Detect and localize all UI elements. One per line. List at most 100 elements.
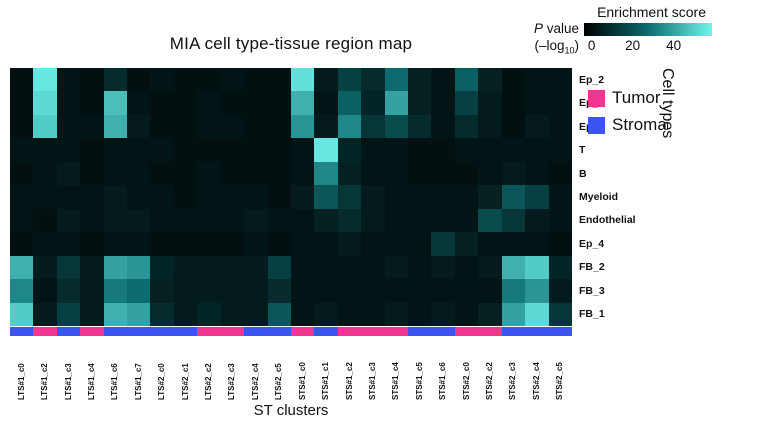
heatmap-cell: [337, 255, 362, 280]
heatmap-cell: [244, 161, 268, 186]
heatmap-cell: [173, 185, 198, 209]
tumor-label: Tumor: [612, 88, 661, 107]
heatmap-cell: [80, 91, 104, 115]
heatmap-cell: [173, 68, 198, 92]
heatmap-cell: [267, 138, 291, 162]
heatmap-cell: [361, 68, 385, 92]
region-segment-tumor: [361, 327, 385, 336]
figure-title: MIA cell type-tissue region map: [169, 34, 413, 53]
region-segment-stroma: [173, 327, 198, 336]
heatmap-cell: [103, 255, 128, 280]
heatmap-cell: [501, 255, 526, 280]
heatmap-cell: [10, 255, 34, 280]
heatmap-cell: [337, 138, 362, 162]
heatmap-cell: [408, 185, 432, 209]
heatmap-cell: [314, 279, 338, 303]
column-labels: LTS#1_c0 LTS#1_c2 LTS#1_c3 LTS#1_c4 LTS#1_c6…: [10, 338, 572, 400]
heatmap-cell: [150, 255, 174, 280]
heatmap-cell: [80, 68, 104, 92]
heatmap-cell: [220, 68, 245, 92]
p-value-rest: value: [542, 21, 579, 36]
heatmap-cell: [56, 208, 81, 233]
heatmap-cell: [431, 68, 455, 92]
heatmap-cell: [127, 91, 151, 115]
heatmap-cell: [244, 255, 268, 280]
heatmap-cell: [501, 302, 526, 326]
heatmap-cell: [197, 208, 221, 233]
heatmap-cell: [150, 161, 174, 186]
col-label: STS#1_c4: [391, 362, 401, 400]
heatmap-cell: [267, 279, 291, 303]
heatmap-cell: [290, 138, 315, 162]
heatmap-cell: [220, 255, 245, 280]
heatmap-cell: [431, 208, 455, 233]
heatmap-cell: [431, 255, 455, 280]
heatmap-cell: [244, 91, 268, 115]
tumor-swatch: [588, 89, 605, 107]
heatmap-cell: [431, 279, 455, 303]
region-segment-tumor: [478, 327, 502, 336]
p-value-italic: P: [533, 21, 543, 36]
heatmap-cell: [525, 114, 549, 139]
heatmap-cell: [501, 208, 526, 233]
heatmap-cell: [454, 208, 479, 233]
heatmap-cell: [361, 185, 385, 209]
heatmap-cell: [337, 185, 362, 209]
col-label: STS#2_c4: [531, 362, 541, 400]
heatmap-cell: [10, 232, 34, 256]
heatmap-cell: [337, 279, 362, 303]
heatmap-cell: [454, 232, 479, 256]
stroma-swatch: [588, 116, 605, 134]
heatmap-cell: [337, 302, 362, 326]
heatmap-cell: [220, 161, 245, 186]
heatmap-cell: [408, 255, 432, 280]
heatmap-cell: [408, 302, 432, 326]
heatmap-cell: [408, 208, 432, 233]
row-label: Myeloid: [579, 190, 619, 203]
heatmap-cell: [384, 255, 409, 280]
col-label: LTS#2_c2: [204, 363, 214, 400]
heatmap-cell: [10, 138, 34, 162]
heatmap-cell: [337, 91, 362, 115]
heatmap-cell: [548, 138, 572, 162]
heatmap-cell: [525, 161, 549, 186]
heatmap-cell: [501, 232, 526, 256]
heatmap-cell: [56, 279, 81, 303]
heatmap-cell: [103, 302, 128, 326]
heatmap-cell: [454, 114, 479, 139]
heatmap-cell: [384, 68, 409, 92]
p-value-label: P value (–log10): [506, 21, 584, 57]
row-label: Endothelial: [579, 214, 636, 227]
heatmap-cell: [548, 208, 572, 233]
heatmap-cell: [197, 68, 221, 92]
heatmap-cell: [525, 302, 549, 326]
heatmap-cell: [548, 232, 572, 256]
region-segment-tumor: [220, 327, 245, 336]
heatmap-cell: [103, 138, 128, 162]
heatmap-cell: [150, 302, 174, 326]
heatmap-cell: [197, 185, 221, 209]
col-label: LTS#2_c3: [227, 363, 237, 400]
col-label: STS#1_c5: [414, 362, 424, 400]
heatmap-cell: [501, 279, 526, 303]
col-label: STS#2_c5: [555, 362, 565, 400]
row-labels: Ep_2Ep_1Ep_3TBMyeloidEndothelialEp_4FB_2…: [579, 68, 659, 326]
heatmap-cell: [150, 185, 174, 209]
heatmap-cell: [103, 91, 128, 115]
heatmap-cell: [361, 114, 385, 139]
heatmap-cell: [478, 208, 502, 233]
col-label: STS#1_c6: [438, 362, 448, 400]
heatmap-cell: [290, 232, 315, 256]
heatmap-cell: [478, 279, 502, 303]
heatmap-cell: [478, 255, 502, 280]
stroma-label: Stroma: [612, 115, 667, 134]
region-segment-tumor: [337, 327, 362, 336]
heatmap-cell: [408, 68, 432, 92]
heatmap-cell: [173, 208, 198, 233]
region-segment-stroma: [548, 327, 572, 336]
heatmap-cell: [220, 232, 245, 256]
col-label: LTS#2_c1: [180, 363, 190, 400]
heatmap-cell: [33, 255, 57, 280]
heatmap-cell: [103, 232, 128, 256]
heatmap-cell: [408, 279, 432, 303]
